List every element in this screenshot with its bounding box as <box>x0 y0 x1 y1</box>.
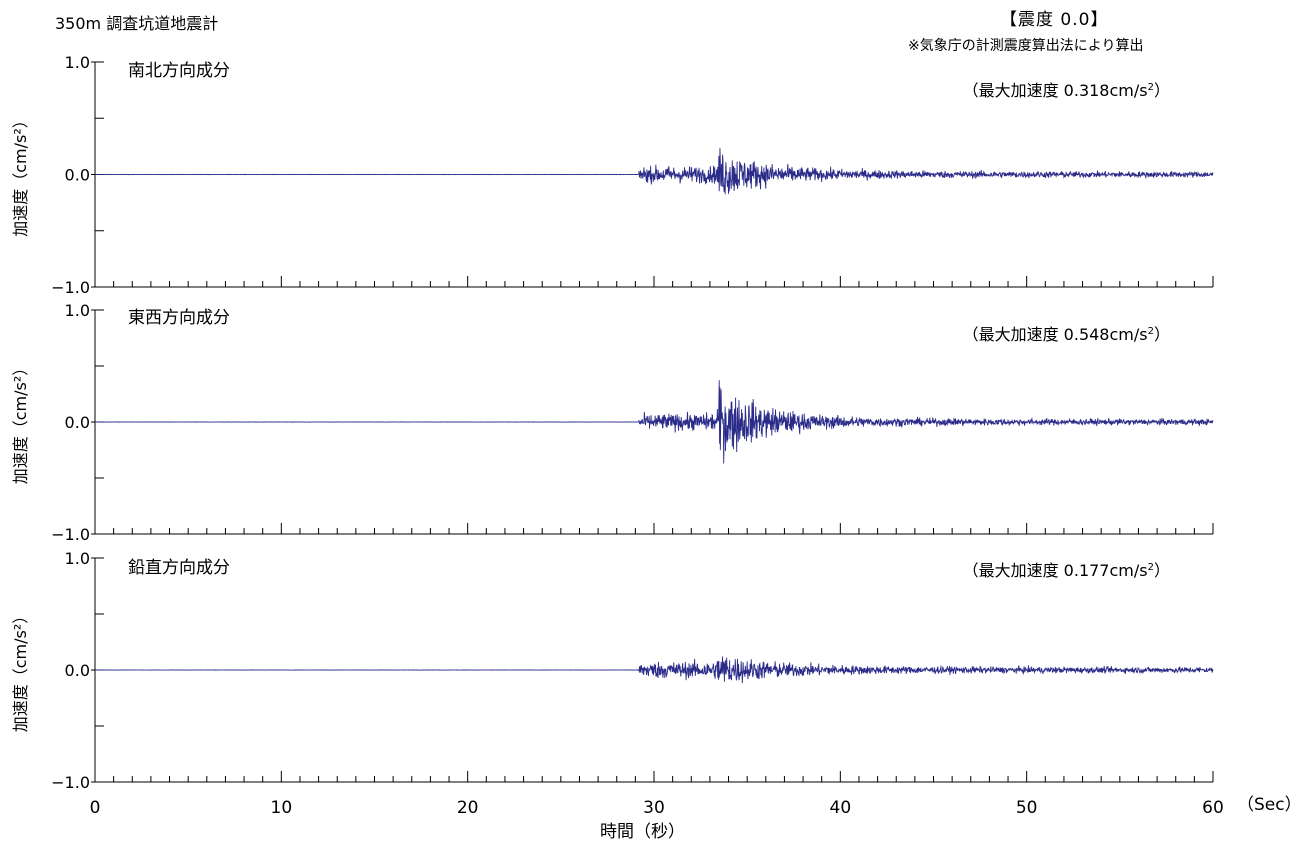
peak-acceleration-ud: （最大加速度 0.177cm/s2） <box>962 561 1170 580</box>
y-tick-label: 0.0 <box>65 166 90 185</box>
component-name-ns: 南北方向成分 <box>128 61 230 81</box>
x-tick-label: 50 <box>1016 798 1038 818</box>
y-tick-label: 1.0 <box>65 53 90 72</box>
waveform-line <box>94 656 1214 684</box>
intensity-note: ※気象庁の計測震度算出法により算出 <box>908 38 1144 54</box>
peak-acceleration-ns: （最大加速度 0.318cm/s2） <box>962 81 1170 100</box>
waveform-line <box>94 380 1214 464</box>
y-tick-label: −1.0 <box>51 278 90 297</box>
x-axis-unit: （Sec） <box>1237 795 1298 815</box>
intensity-label: 【震度 0.0】 <box>1000 10 1109 30</box>
y-tick-label: 0.0 <box>65 661 90 680</box>
peak-acceleration-ew: （最大加速度 0.548cm/s2） <box>962 325 1170 344</box>
waveform-line <box>94 148 1214 195</box>
y-tick-label: −1.0 <box>51 773 90 792</box>
x-tick-label: 20 <box>457 798 479 818</box>
x-tick-label: 60 <box>1202 798 1224 818</box>
panel-0 <box>91 61 1214 288</box>
y-axis-label: 加速度（cm/s²） <box>11 112 30 237</box>
y-axis-label: 加速度（cm/s²） <box>11 608 30 733</box>
y-axis-label: 加速度（cm/s²） <box>11 360 30 485</box>
y-tick-label: 1.0 <box>65 301 90 320</box>
component-name-ew: 東西方向成分 <box>128 308 230 328</box>
x-tick-label: 0 <box>90 798 101 818</box>
x-tick-label: 30 <box>643 798 665 818</box>
x-axis-label: 時間（秒） <box>600 822 685 842</box>
panel-2 <box>91 557 1214 783</box>
panel-1 <box>91 309 1214 535</box>
station-title: 350m 調査坑道地震計 <box>55 14 219 33</box>
component-name-ud: 鉛直方向成分 <box>128 558 230 578</box>
y-tick-label: 1.0 <box>65 549 90 568</box>
x-tick-label: 40 <box>830 798 852 818</box>
x-tick-label: 10 <box>271 798 293 818</box>
y-tick-label: 0.0 <box>65 413 90 432</box>
y-tick-label: −1.0 <box>51 525 90 544</box>
